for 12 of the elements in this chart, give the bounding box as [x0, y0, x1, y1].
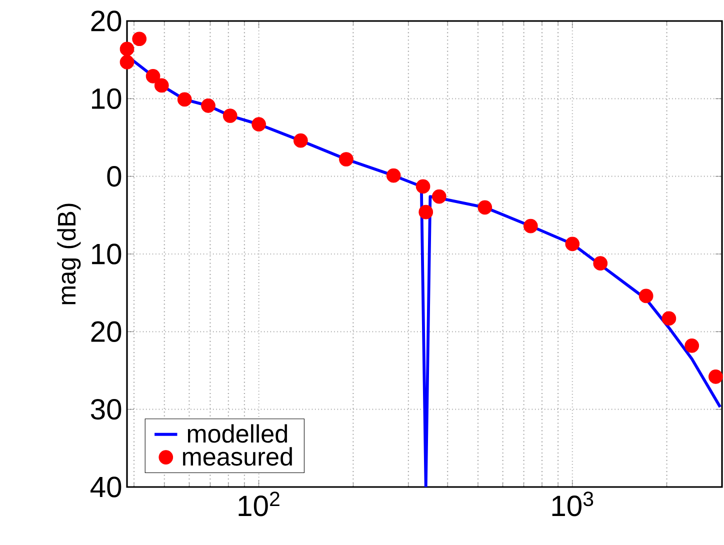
- legend-label: measured: [183, 447, 292, 466]
- y-tick-label: 40: [90, 476, 122, 498]
- y-tick-label: 10: [92, 88, 122, 110]
- y-tick-label: 20: [91, 10, 122, 32]
- legend-label: modelled: [188, 424, 288, 443]
- y-tick-label: 10: [92, 244, 122, 264]
- y-tick-label: 20: [91, 321, 122, 342]
- x-tick-label: 10$^{2}$: [238, 492, 280, 516]
- x-tick-label: 10$^{3}$: [552, 492, 594, 516]
- y-tick-label: 0: [107, 166, 122, 187]
- y-tick-label: 30: [90, 398, 122, 420]
- y-axis-title: mag (dB): [57, 204, 81, 304]
